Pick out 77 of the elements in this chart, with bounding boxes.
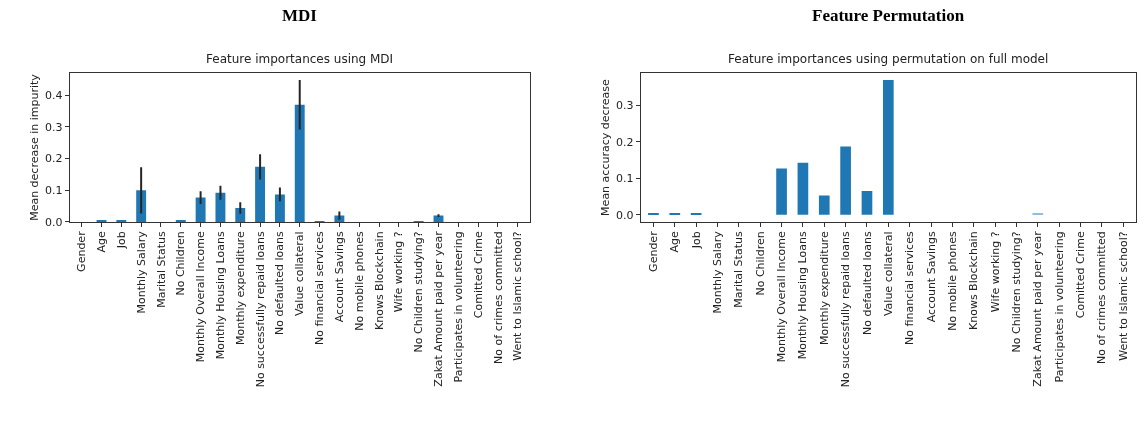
chart-subtitle: Feature importances using MDI — [206, 52, 394, 66]
chart-title: MDI — [282, 6, 318, 25]
bar — [235, 208, 246, 222]
x-tick-label: No Children — [753, 231, 767, 296]
x-tick-label: Account Savings — [332, 231, 346, 323]
x-tick-label: Monthly Housing Loans — [214, 231, 228, 360]
x-tick-label: No financial services — [313, 231, 327, 345]
bar — [274, 194, 285, 222]
x-tick-label: No Children studying? — [412, 231, 426, 353]
x-tick-label: No successfully repaid loans — [839, 231, 853, 388]
chart-title: Feature Permutation — [812, 6, 965, 25]
x-tick-label: No mobile phones — [352, 231, 366, 331]
bar — [818, 195, 830, 215]
x-tick-label: Age — [95, 231, 109, 253]
y-tick-label: 0.2 — [45, 152, 63, 166]
x-tick-label: No defaulted loans — [273, 231, 287, 335]
x-tick-label: No financial services — [903, 231, 917, 345]
y-tick-label: 0.4 — [45, 89, 63, 103]
bar — [690, 213, 702, 216]
x-tick-label: Monthly Overall Income — [775, 231, 789, 363]
bar — [840, 146, 851, 215]
y-axis-title: Mean accuracy decrease — [598, 78, 612, 216]
x-tick-label: Comitted Crime — [471, 231, 485, 319]
x-tick-label: Value collateral — [881, 231, 895, 317]
x-tick-label: Monthly expenditure — [817, 231, 831, 346]
x-tick-label: Wife working ? — [392, 231, 406, 313]
chart-subtitle: Feature importances using permutation on full model — [728, 52, 1049, 66]
x-tick-label: Gender — [647, 230, 661, 272]
y-tick-label: 0.1 — [45, 184, 63, 198]
bar — [294, 104, 305, 222]
x-tick-label: No Children studying? — [1009, 231, 1023, 353]
x-tick-label: Job — [114, 231, 128, 250]
x-tick-label: Participates in volunteering — [451, 231, 465, 383]
x-tick-label: Knows Blockchain — [372, 231, 386, 331]
x-tick-label: No of crimes committed — [1095, 231, 1109, 364]
bar — [648, 213, 659, 216]
x-tick-label: Account Savings — [924, 231, 938, 323]
x-tick-label: Monthly Salary — [711, 230, 725, 314]
y-tick-label: 0.1 — [615, 172, 634, 186]
x-tick-label: Monthly Salary — [134, 230, 148, 314]
x-tick-label: Marital Status — [732, 231, 746, 308]
x-tick-label: Value collateral — [293, 231, 307, 317]
y-tick-label: 0.3 — [615, 99, 634, 113]
x-tick-label: No of crimes committed — [491, 231, 505, 364]
bar — [861, 191, 873, 215]
y-tick-label: 0.3 — [45, 120, 63, 134]
x-tick-label: No successfully repaid loans — [253, 231, 267, 388]
bar — [882, 80, 894, 215]
x-tick-label: Age — [668, 231, 682, 253]
x-tick-label: Monthly Housing Loans — [796, 231, 810, 360]
y-axis-title: Mean decrease in impurity — [27, 73, 41, 221]
bar — [797, 162, 809, 215]
x-tick-label: Went to Islamic school? — [1116, 231, 1130, 361]
bar — [1032, 213, 1044, 216]
bar — [215, 192, 226, 222]
x-tick-label: Marital Status — [154, 231, 168, 308]
bar — [195, 197, 206, 222]
x-tick-label: Gender — [75, 230, 89, 272]
x-tick-label: Monthly Overall Income — [194, 231, 208, 363]
x-tick-label: Wife working ? — [988, 231, 1002, 313]
x-tick-label: Participates in volunteering — [1052, 231, 1066, 383]
y-tick-label: 0.0 — [615, 208, 634, 222]
x-tick-label: Job — [689, 231, 703, 250]
x-tick-label: Comitted Crime — [1074, 231, 1088, 319]
x-tick-label: No Children — [174, 231, 188, 296]
x-tick-label: Zakat Amount paid per year — [432, 230, 446, 387]
bar — [776, 168, 787, 215]
x-tick-label: Knows Blockchain — [967, 231, 981, 331]
x-tick-label: Zakat Amount paid per year — [1031, 230, 1045, 387]
bar — [255, 166, 266, 222]
x-tick-label: No mobile phones — [945, 231, 959, 331]
x-tick-label: Went to Islamic school? — [511, 231, 525, 361]
bar — [669, 213, 681, 216]
y-tick-label: 0.0 — [45, 215, 63, 229]
x-tick-label: No defaulted loans — [860, 231, 874, 335]
y-tick-label: 0.2 — [615, 135, 634, 149]
x-tick-label: Monthly expenditure — [233, 231, 247, 346]
